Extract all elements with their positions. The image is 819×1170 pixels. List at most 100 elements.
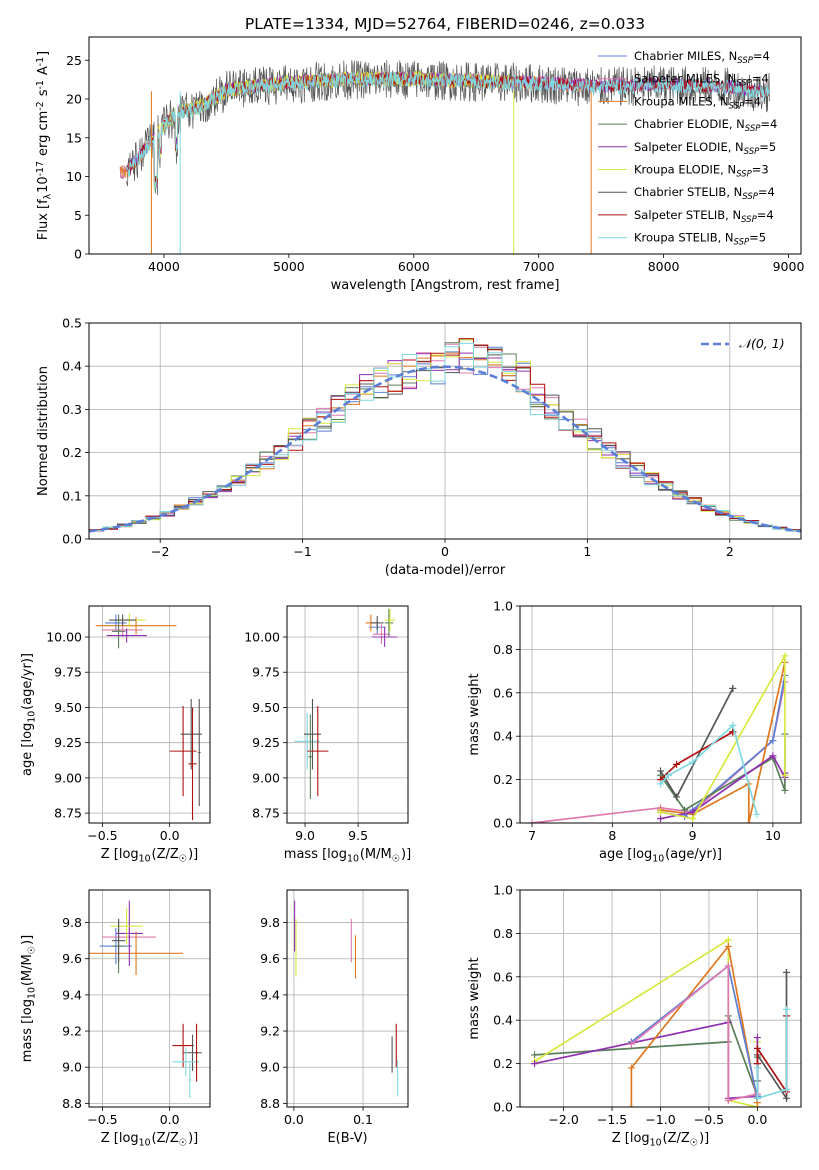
weight-line-kroupa_miles: [660, 662, 786, 823]
weight-marker-kroupa_stelib: [753, 1094, 761, 1102]
x-tick-label: 6000: [398, 259, 430, 274]
legend-label: Kroupa ELODIE, N: [634, 163, 736, 177]
weight-marker-kroupa_miles: [745, 819, 753, 823]
weight-marker-chabrier_elodie: [681, 806, 689, 814]
label-part: (age/yr)]: [20, 653, 35, 710]
label-part: E(B-V): [327, 1131, 367, 1146]
y-tick-label: 0.3: [62, 402, 82, 417]
label-part: -1: [35, 80, 46, 89]
x-tick-label: 7: [528, 828, 536, 843]
label-part: ☉: [26, 946, 37, 954]
y-tick-label: 9.75: [252, 665, 280, 680]
y-tick-label: 0.6: [493, 685, 513, 700]
label-part: age [log: [20, 723, 35, 776]
legend-tail: =5: [749, 231, 766, 245]
x-tick-label: −0.5: [87, 828, 117, 843]
weight-marker-chabrier_stelib: [657, 767, 664, 775]
y-tick-label: 0.4: [493, 1013, 513, 1028]
spectrum-line-kroupa_elodie: [151, 70, 515, 192]
legend-entry: Kroupa MILES, NSSP=4: [634, 94, 761, 111]
x-tick-label: 1: [583, 544, 591, 559]
y-tick-label: 1.0: [493, 599, 513, 614]
y-tick-label: 9.0: [260, 1060, 280, 1075]
legend-label: Chabrier MILES, N: [634, 49, 737, 63]
x-tick-label: −2.0: [548, 1112, 578, 1127]
legend-tail: =3: [752, 163, 769, 177]
x-tick-label: 7000: [523, 259, 555, 274]
label-part: )]: [699, 1131, 709, 1146]
x-tick-label: 4000: [148, 259, 180, 274]
y-tick-label: 15: [66, 130, 82, 145]
label-part: ☉: [179, 1137, 187, 1148]
weight-marker-kroupa_miles: [627, 1064, 635, 1072]
x-axis-label: mass [log10 (M/M☉ )]: [284, 847, 411, 864]
label-part: mass [log: [284, 847, 347, 862]
x-tick-label: −1.0: [645, 1112, 675, 1127]
x-tick-label: 2: [726, 544, 734, 559]
x-tick-label: 9000: [773, 259, 805, 274]
label-part: λ: [42, 193, 53, 199]
x-axis-label: wavelength [Angstrom, rest frame]: [331, 278, 560, 293]
legend-sub: SSP: [737, 56, 753, 66]
x-axis-label: Z [log10 (Z/Z☉ )]: [612, 1131, 710, 1148]
label-part: ☉: [690, 1137, 698, 1148]
axes-frame: [519, 605, 802, 824]
weight-line-kroupa_miles: [630, 944, 759, 1107]
x-axis-label: Z [log10 (Z/Z☉ )]: [101, 1131, 199, 1148]
axes-frame: [88, 605, 211, 824]
legend-sub: SSP: [745, 124, 761, 134]
gaussian-curve: [89, 365, 801, 533]
weight-marker-chabrier_elodie: [781, 786, 789, 794]
legend-sub: SSP: [744, 147, 760, 157]
weight-marker-kroupa_stelib: [657, 780, 664, 788]
weight-marker-salpeter_miles: [724, 962, 732, 970]
y-tick-label: 9.00: [54, 770, 82, 785]
label-part: (Z/Z: [152, 847, 179, 862]
legend-tail: =4: [752, 72, 769, 86]
plot-area-weight_vs_Z: [531, 936, 790, 1107]
weight-line-chabrier_miles: [630, 964, 759, 1099]
y-tick-label: 9.6: [62, 951, 82, 966]
weight-marker-kroupa_stelib: [729, 721, 737, 729]
label-part: ]: [36, 51, 51, 56]
y-axis-label: mass weight: [467, 673, 482, 755]
legend-tail: =5: [759, 140, 776, 154]
y-axis-label: mass [log10 (M/M☉ )]: [20, 935, 37, 1062]
weight-marker-salpeter_elodie: [531, 1060, 539, 1068]
x-tick-label: 8000: [648, 259, 680, 274]
axes-frame: [88, 36, 802, 255]
spectrum-line-kroupa_stelib: [126, 71, 770, 192]
x-tick-label: 0.0: [160, 1112, 180, 1127]
legend-label: Salpeter MILES, N: [634, 72, 736, 86]
plot-area-mass_vs_Z: [89, 900, 202, 1098]
x-tick-label: 9.0: [295, 828, 315, 843]
y-tick-label: 9.6: [260, 951, 280, 966]
x-tick-label: 10: [765, 828, 781, 843]
weight-marker-kroupa_elodie: [781, 652, 789, 660]
weight-line-salpeter_elodie: [534, 1021, 759, 1100]
legend-sub: SSP: [742, 192, 758, 202]
weight-marker-salpeter_miles: [627, 1040, 635, 1048]
label-part: (Z/Z: [152, 1131, 179, 1146]
legend-label: Salpeter ELODIE, N: [634, 140, 744, 154]
weight-marker-kroupa_stelib: [665, 771, 673, 779]
y-tick-label: 0.1: [62, 488, 82, 503]
label-part: 10: [652, 853, 664, 864]
weight-marker-salpeter_elodie: [657, 815, 664, 823]
y-tick-label: 8.75: [54, 806, 82, 821]
y-tick-label: 0.2: [493, 1056, 513, 1071]
y-tick-label: 9.25: [252, 735, 280, 750]
x-tick-label: 8: [608, 828, 616, 843]
label-part: -2: [35, 101, 46, 110]
axes-mass_vs_Z: −0.5 0.0 8.8 9.0 9.2 9.4 9.6 9.8 Z [log10 (Z/Z☉ …: [20, 889, 211, 1148]
label-part: age [log: [599, 847, 652, 862]
y-axis-label: Normed distribution: [36, 366, 51, 496]
legend-entry: Chabrier ELODIE, NSSP=4: [634, 117, 777, 134]
plot-area-residuals: [89, 338, 801, 534]
x-tick-label: 0: [441, 544, 449, 559]
label-part: 10: [36, 176, 51, 193]
weight-line-chabrier_stelib: [756, 972, 788, 1102]
weight-marker-kroupa_stelib: [753, 810, 761, 818]
label-part: Z [log: [101, 847, 139, 862]
